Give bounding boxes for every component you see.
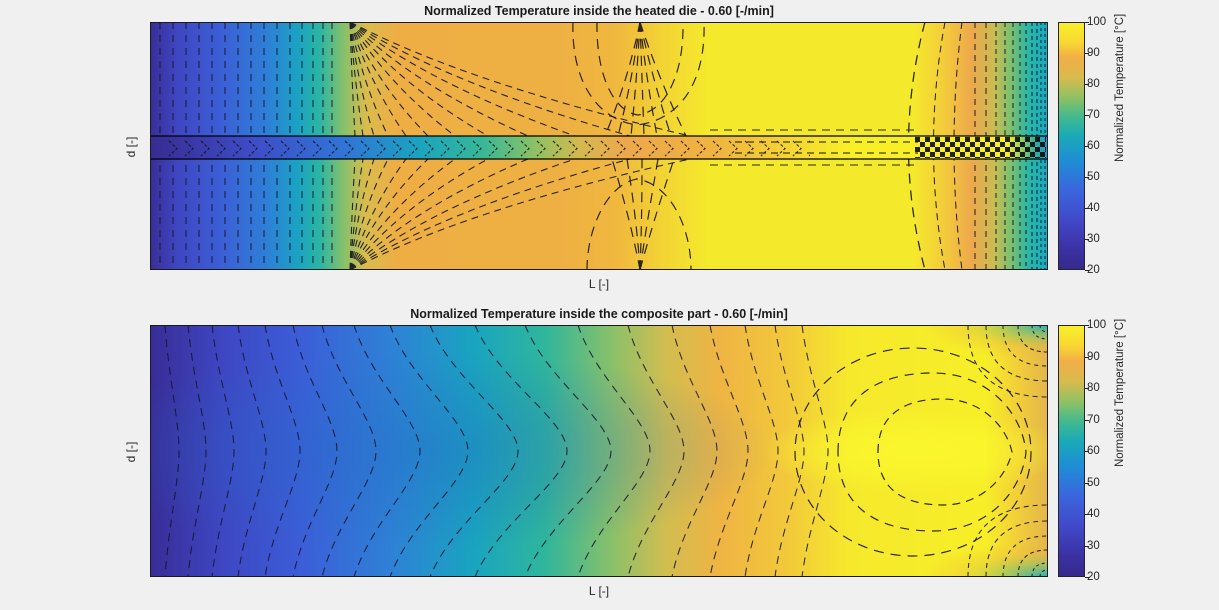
colorbar-tick-label: 30 xyxy=(1087,233,1100,245)
colorbar-tick-mark xyxy=(1085,388,1089,389)
top-colorbar xyxy=(1058,22,1085,270)
colorbar-tick-label: 50 xyxy=(1087,171,1100,183)
composite-channel-strip xyxy=(150,135,1048,160)
colorbar-tick-label: 60 xyxy=(1087,140,1100,152)
colorbar-tick-label: 60 xyxy=(1087,445,1100,457)
top-colorbar-ticks: 100 90 80 70 60 50 40 30 20 xyxy=(1087,16,1121,276)
colorbar-tick-mark xyxy=(1085,356,1089,358)
bottom-colorbar-ticks: 100 90 80 70 60 50 40 30 20 xyxy=(1087,319,1121,583)
colorbar-tick-label: 70 xyxy=(1087,109,1100,121)
colorbar-tick-mark xyxy=(1085,577,1089,578)
colorbar-tick-mark xyxy=(1085,239,1089,240)
colorbar-tick-label: 50 xyxy=(1087,476,1100,489)
bottom-colorbar-label: Normalized Temperature [°C] xyxy=(1114,318,1126,467)
colorbar-tick-mark xyxy=(1085,419,1089,421)
colorbar-tick-label: 90 xyxy=(1087,47,1100,59)
bottom-contour-plot xyxy=(150,325,1048,577)
top-chart-title: Normalized Temperature inside the heated… xyxy=(424,4,774,18)
colorbar-tick-label: 80 xyxy=(1087,382,1100,394)
colorbar-tick-label: 20 xyxy=(1087,264,1100,276)
colorbar-tick-label: 40 xyxy=(1087,202,1100,214)
top-y-axis-label: d [-] xyxy=(124,136,138,158)
heated-die-contour-svg xyxy=(150,22,1048,270)
colorbar-tick-mark xyxy=(1085,115,1089,116)
bottom-x-axis-label: L [-] xyxy=(588,584,610,598)
colorbar-tick-mark xyxy=(1085,482,1089,484)
exit-corner-contours xyxy=(967,325,1048,577)
colorbar-tick-mark xyxy=(1085,325,1089,326)
colorbar-tick-label: 30 xyxy=(1087,539,1100,552)
top-plot-border xyxy=(150,22,1048,270)
colorbar-tick-mark xyxy=(1085,146,1089,147)
bottom-chart-title: Normalized Temperature inside the compos… xyxy=(410,307,788,321)
colorbar-tick-mark xyxy=(1085,53,1089,54)
colorbar-tick-mark xyxy=(1085,84,1089,85)
composite-part-contour-svg xyxy=(150,325,1048,577)
top-colorbar-label: Normalized Temperature [°C] xyxy=(1114,13,1126,162)
bottom-y-axis-label: d [-] xyxy=(124,441,138,463)
core-lag-contours xyxy=(164,325,829,577)
colorbar-tick-mark xyxy=(1085,451,1089,452)
colorbar-tick-label: 80 xyxy=(1087,78,1100,90)
colorbar-tick-mark xyxy=(1085,208,1089,209)
colorbar-tick-label: 40 xyxy=(1087,508,1100,520)
colorbar-tick-label: 100 xyxy=(1087,319,1107,331)
colorbar-tick-mark xyxy=(1085,22,1089,23)
top-contour-plot xyxy=(150,22,1048,270)
colorbar-tick-label: 20 xyxy=(1087,571,1100,583)
colorbar-tick-label: 100 xyxy=(1087,16,1107,28)
colorbar-tick-mark xyxy=(1085,270,1089,271)
colorbar-tick-mark xyxy=(1085,177,1089,178)
colorbar-tick-label: 70 xyxy=(1087,413,1100,426)
colorbar-tick-mark xyxy=(1085,545,1089,547)
heater-gap-fan-contours xyxy=(349,22,691,270)
colorbar-tick-label: 90 xyxy=(1087,350,1100,363)
colorbar-tick-mark xyxy=(1085,514,1089,515)
hotspot-contour-rings xyxy=(794,347,1032,557)
bottom-plot-border xyxy=(150,325,1048,577)
bottom-colorbar xyxy=(1058,325,1085,577)
dome-contours xyxy=(572,22,705,270)
top-x-axis-label: L [-] xyxy=(588,277,610,291)
